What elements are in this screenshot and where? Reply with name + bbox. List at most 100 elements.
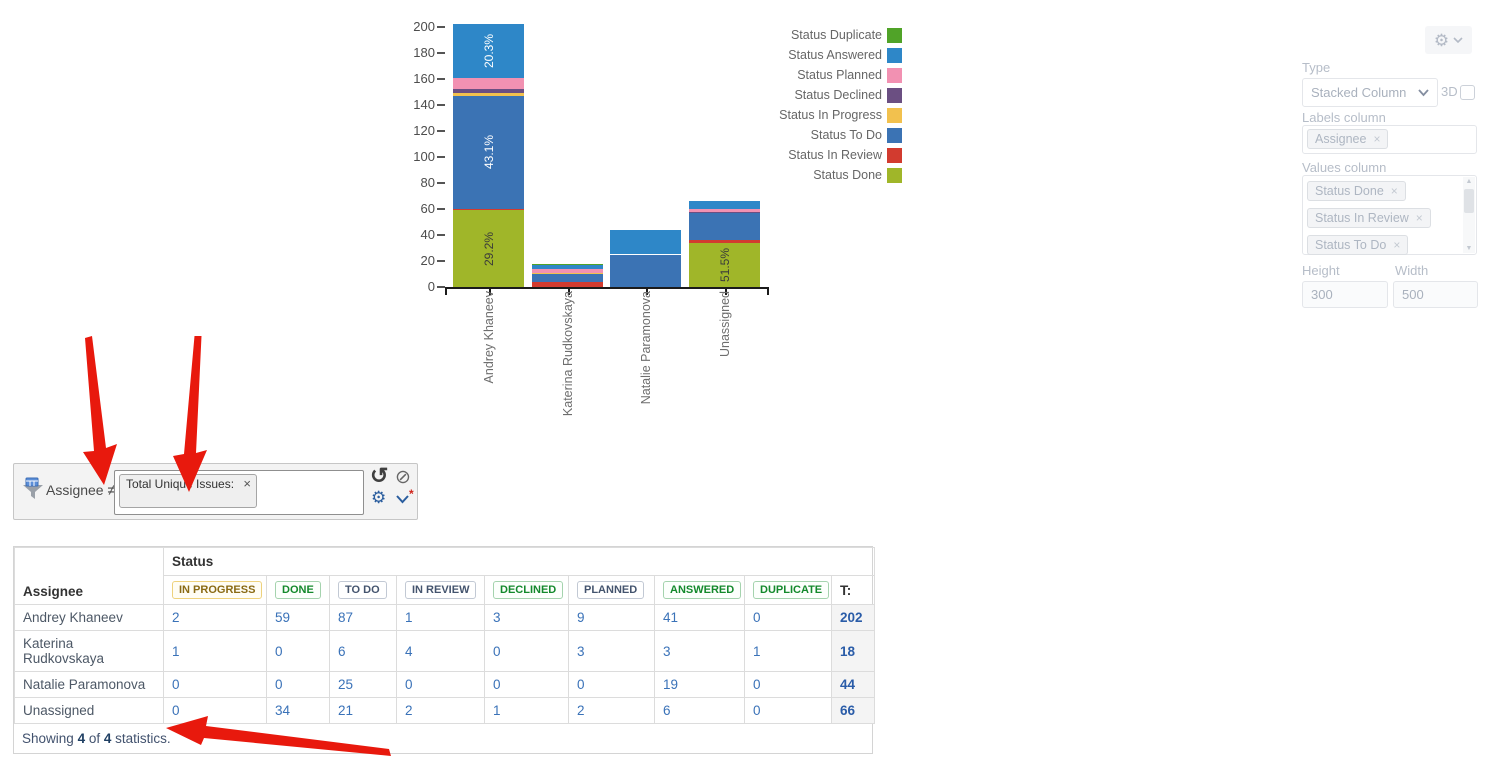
value-cell[interactable]: 0 [744,604,832,631]
remove-tag-icon[interactable]: × [1393,238,1401,252]
status-column-header[interactable]: DONE [266,575,330,605]
total-cell[interactable]: 202 [830,604,876,631]
legend-item[interactable]: Status In Progress [779,105,902,125]
bar-segment[interactable] [453,95,524,209]
value-cell[interactable]: 3 [654,630,745,672]
value-cell[interactable]: 34 [266,697,330,724]
bar-segment[interactable] [532,272,603,274]
width-input[interactable]: 500 [1393,281,1478,308]
value-cell[interactable]: 2 [568,697,655,724]
value-cell[interactable]: 1 [163,630,267,672]
status-column-header[interactable]: TO DO [329,575,397,605]
assignee-cell[interactable]: Natalie Paramonova [14,671,164,698]
value-cell[interactable]: 21 [329,697,397,724]
value-cell[interactable]: 6 [329,630,397,672]
remove-tag-icon[interactable]: × [243,476,251,491]
filter-dimension[interactable]: Assignee ≠ [46,482,116,499]
value-cell[interactable]: 0 [163,697,267,724]
value-cell[interactable]: 0 [484,671,569,698]
remove-tag-icon[interactable]: × [1415,211,1423,225]
scroll-up-icon[interactable]: ▲ [1465,178,1473,185]
value-cell[interactable]: 0 [568,671,655,698]
filter-value-input[interactable]: Total Unique Issues: × [114,470,364,515]
status-column-header[interactable]: PLANNED [568,575,655,605]
bar-segment[interactable] [453,210,524,287]
bar-segment[interactable] [453,93,524,96]
status-badge[interactable]: DUPLICATE [753,581,830,599]
remove-tag-icon[interactable]: × [1373,132,1381,146]
value-cell[interactable]: 0 [396,671,485,698]
bar-segment[interactable] [689,212,760,241]
chart-type-select[interactable]: Stacked Column [1302,78,1438,107]
bar-segment[interactable] [532,263,603,265]
value-cell[interactable]: 1 [484,697,569,724]
value-cell[interactable]: 59 [266,604,330,631]
legend-item[interactable]: Status Planned [779,65,902,85]
values-column-tag[interactable]: Status In Review × [1307,208,1431,228]
assignee-column-header[interactable]: Assignee [14,547,164,605]
value-cell[interactable]: 1 [396,604,485,631]
status-badge[interactable]: IN REVIEW [405,581,477,599]
value-cell[interactable]: 0 [744,671,832,698]
value-cell[interactable]: 0 [266,630,330,672]
value-cell[interactable]: 1 [744,630,832,672]
value-cell[interactable]: 2 [396,697,485,724]
assignee-cell[interactable]: Unassigned [14,697,164,724]
height-input[interactable]: 300 [1302,281,1388,308]
status-badge[interactable]: IN PROGRESS [172,581,263,599]
filter-funnel-icon[interactable] [21,477,45,501]
assignee-cell[interactable]: Katerina Rudkovskaya [14,630,164,672]
value-cell[interactable]: 0 [163,671,267,698]
status-column-header[interactable]: IN PROGRESS [163,575,267,605]
values-column-scrollbar[interactable]: ▲ ▼ [1463,177,1475,253]
undo-icon[interactable]: ↺ [370,463,389,488]
value-cell[interactable]: 3 [484,604,569,631]
value-cell[interactable]: 9 [568,604,655,631]
bar-segment[interactable] [610,254,681,287]
scrollbar-thumb[interactable] [1464,189,1474,213]
bar-segment[interactable] [532,264,603,269]
status-column-header[interactable]: IN REVIEW [396,575,485,605]
bar-segment[interactable] [453,89,524,94]
value-cell[interactable]: 0 [266,671,330,698]
filter-selected-tag[interactable]: Total Unique Issues: × [119,474,257,508]
value-cell[interactable]: 41 [654,604,745,631]
status-badge[interactable]: DONE [275,581,321,599]
remove-tag-icon[interactable]: × [1390,184,1398,198]
value-cell[interactable]: 0 [484,630,569,672]
value-cell[interactable]: 25 [329,671,397,698]
value-cell[interactable]: 19 [654,671,745,698]
assignee-cell[interactable]: Andrey Khaneev [14,604,164,631]
chart-options-button[interactable]: ⚙ [1425,26,1472,54]
status-badge[interactable]: ANSWERED [663,581,742,599]
legend-item[interactable]: Status Duplicate [779,25,902,45]
bar-segment[interactable] [532,274,603,282]
legend-item[interactable]: Status In Review [779,145,902,165]
bar-segment[interactable] [689,209,760,212]
value-cell[interactable]: 4 [396,630,485,672]
filter-dropdown-chevron-icon[interactable] [396,495,409,504]
filter-operator[interactable]: ≠ [107,482,116,499]
total-column-header[interactable]: T: [830,575,876,605]
bar-segment[interactable] [453,24,524,78]
value-cell[interactable]: 2 [163,604,267,631]
bar-segment[interactable] [689,240,760,243]
legend-item[interactable]: Status Answered [779,45,902,65]
status-badge[interactable]: PLANNED [577,581,645,599]
status-column-header[interactable]: DECLINED [484,575,569,605]
status-badge[interactable]: TO DO [338,581,387,599]
bar-segment[interactable] [689,201,760,209]
legend-item[interactable]: Status Done [779,165,902,185]
status-column-header[interactable]: DUPLICATE [744,575,832,605]
total-cell[interactable]: 66 [830,697,876,724]
bar-segment[interactable] [610,229,681,255]
value-cell[interactable]: 0 [744,697,832,724]
value-cell[interactable]: 3 [568,630,655,672]
status-badge[interactable]: DECLINED [493,581,564,599]
bar-segment[interactable] [453,77,524,90]
filter-settings-gear-icon[interactable]: ⚙ [371,488,387,507]
bar-segment[interactable] [689,211,760,213]
values-column-tag[interactable]: Status Done × [1307,181,1406,201]
status-column-header[interactable]: ANSWERED [654,575,745,605]
legend-item[interactable]: Status Declined [779,85,902,105]
